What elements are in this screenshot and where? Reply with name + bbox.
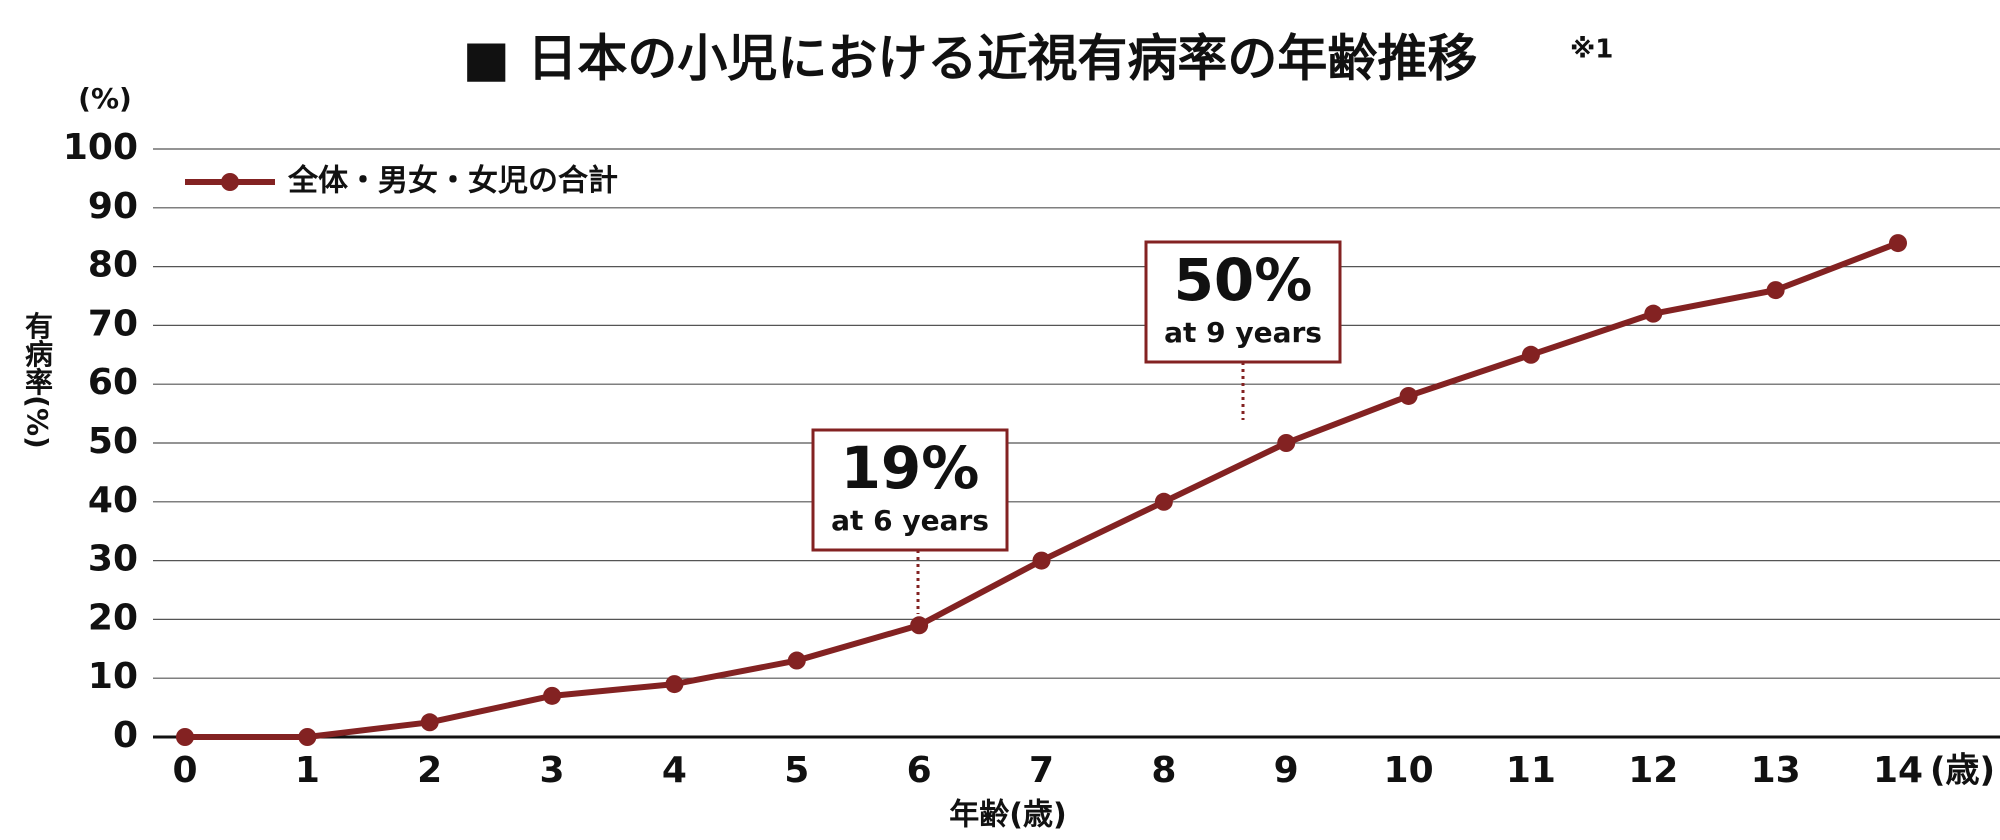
x-tick-label: 5: [784, 750, 809, 791]
data-point: [1521, 345, 1540, 364]
data-point: [298, 728, 317, 746]
data-point: [1032, 551, 1051, 570]
data-point: [910, 616, 929, 635]
x-tick-label: 3: [540, 750, 565, 791]
data-point: [1889, 234, 1907, 253]
y-tick-label: 20: [88, 597, 138, 638]
annotation-box: [1144, 240, 1342, 364]
data-point: [420, 713, 439, 732]
x-tick-label: 8: [1151, 750, 1176, 791]
y-tick-label: 10: [88, 656, 138, 697]
x-unit: (歳): [1930, 751, 1995, 791]
legend-label: 全体・男女・女児の合計: [287, 164, 618, 199]
x-tick-label: 4: [662, 750, 687, 791]
y-tick-label: 50: [88, 421, 138, 462]
y-tick-label: 70: [88, 303, 138, 344]
y-tick-label: 30: [88, 539, 138, 580]
x-tick-label: 10: [1384, 750, 1434, 791]
y-tick-label: 60: [88, 362, 138, 403]
x-tick-label: 9: [1274, 750, 1299, 791]
x-tick-label: 7: [1029, 750, 1054, 791]
x-axis-label: 年齢(歳): [949, 798, 1066, 833]
annotation-note: at 9 years: [1164, 316, 1322, 349]
data-point: [1277, 434, 1296, 452]
y-tick-label: 40: [88, 480, 138, 521]
annotation-value: 50%: [1174, 246, 1313, 314]
data-point: [1766, 281, 1785, 300]
x-tick-label: 12: [1628, 750, 1678, 791]
y-tick-label: 80: [88, 245, 138, 286]
legend-marker: [221, 173, 239, 191]
y-tick-label: 100: [63, 127, 138, 168]
data-point: [176, 728, 194, 746]
series-line: [185, 240, 1900, 740]
x-tick-label: 11: [1506, 750, 1556, 791]
x-tick-label: 6: [907, 750, 932, 791]
x-tick-label: 0: [172, 750, 197, 791]
y-unit: (%): [78, 82, 132, 115]
annotation-box: [811, 428, 1009, 552]
chart-title: ■ 日本の小児における近視有病率の年齢推移: [463, 30, 1478, 88]
y-axis-label: 有病率(%): [21, 311, 54, 449]
y-axis-label-text: 有病率(%): [21, 311, 54, 449]
x-tick-label: 1: [295, 750, 320, 791]
x-tick-label: 2: [417, 750, 442, 791]
x-tick-label: 13: [1751, 750, 1801, 791]
title-note: ※1: [1570, 35, 1613, 65]
y-tick-label: 0: [113, 715, 138, 756]
x-tick-label: 14: [1873, 750, 1923, 791]
annotation-note: at 6 years: [831, 504, 989, 537]
data-point: [1154, 492, 1173, 511]
data-point: [1399, 386, 1418, 405]
annotation-value: 19%: [841, 434, 980, 502]
y-tick-label: 90: [88, 186, 138, 227]
data-point: [1644, 304, 1663, 323]
data-point: [787, 651, 806, 670]
data-point: [665, 675, 684, 694]
data-point: [543, 686, 562, 705]
